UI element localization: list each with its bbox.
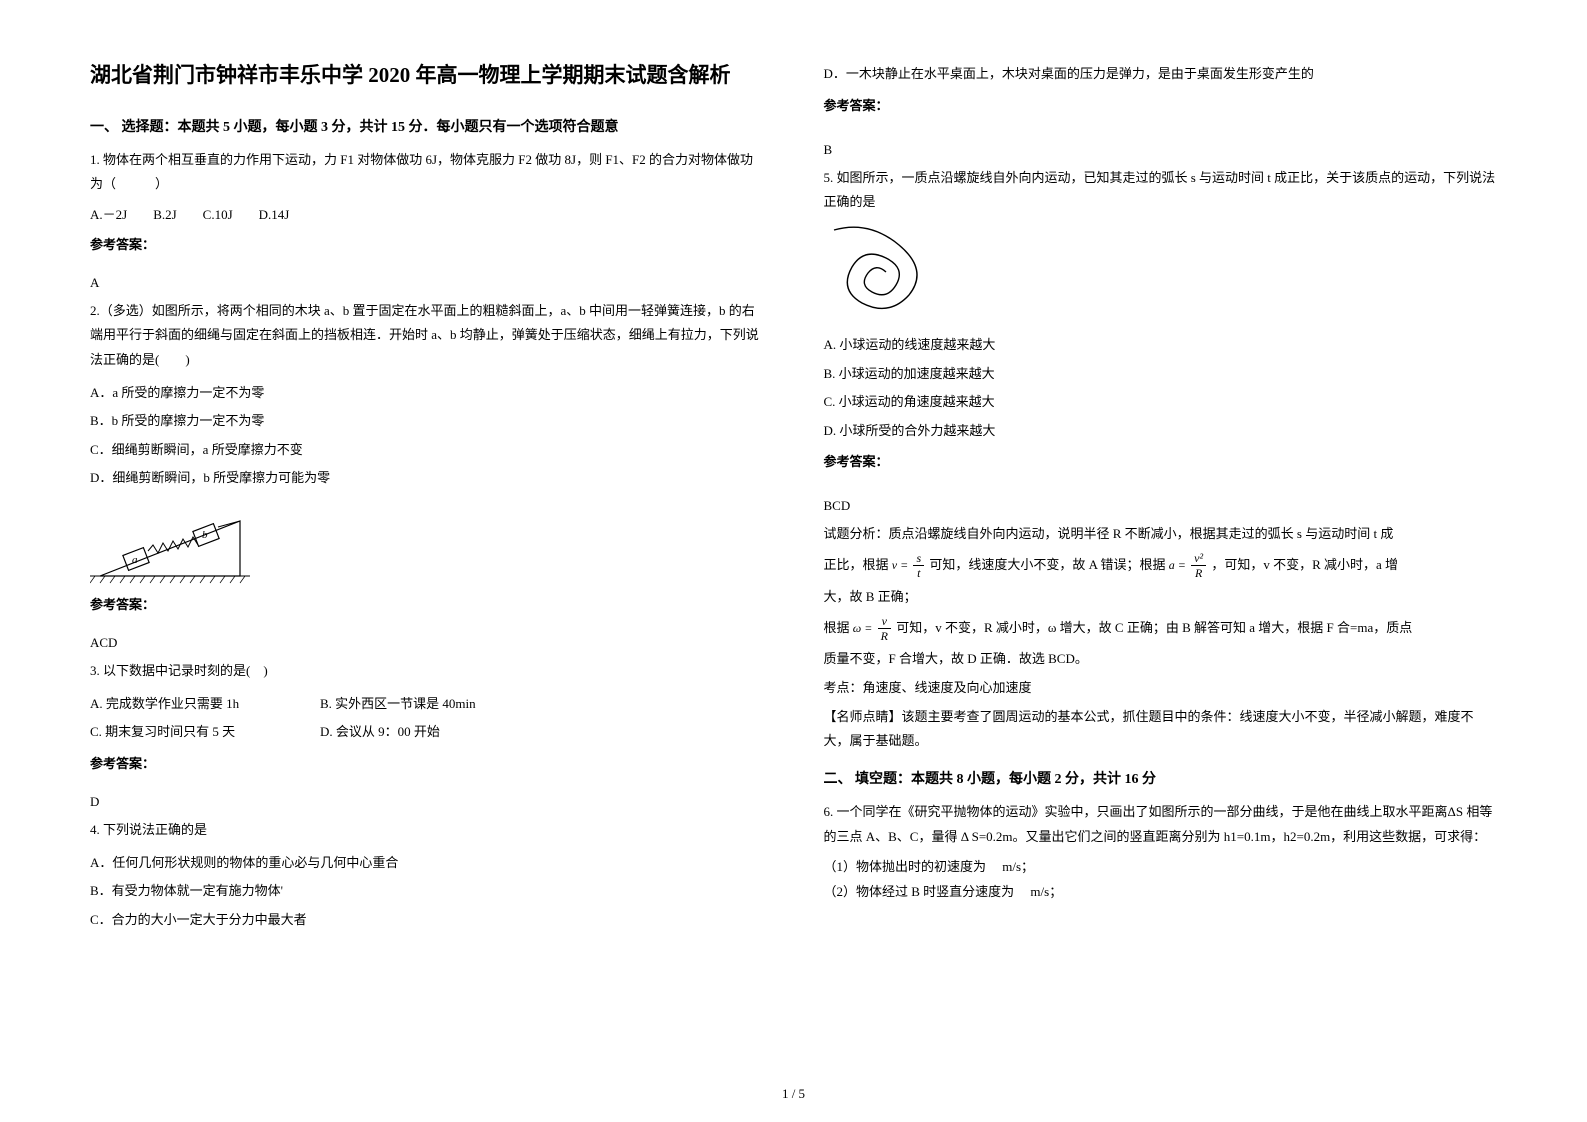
q4-text: 4. 下列说法正确的是 [90,818,764,843]
q3-optD: D. 会议从 9：00 开始 [320,718,440,747]
q3-optC: C. 期末复习时间只有 5 天 [90,718,320,747]
q2-optD: D．细绳剪断瞬间，b 所受摩擦力可能为零 [90,464,764,493]
q1-answer: A [90,275,764,291]
q3-answer-label: 参考答案： [90,753,764,772]
q5-analysis-7: 【名师点睛】该题主要考查了圆周运动的基本公式，抓住题目中的条件：线速度大小不变，… [824,705,1498,754]
q3-optB: B. 实外西区一节课是 40min [320,690,476,719]
q5-analysis-1: 试题分析：质点沿螺旋线自外向内运动，说明半径 R 不断减小，根据其走过的弧长 s… [824,522,1498,547]
page-number: 1 / 5 [782,1086,805,1102]
spiral-diagram [824,225,934,315]
q5-text: 5. 如图所示，一质点沿螺旋线自外向内运动，已知其走过的弧长 s 与运动时间 t… [824,166,1498,215]
q2-answer-label: 参考答案： [90,594,764,613]
formula-t: t [913,566,924,580]
q5-optB: B. 小球运动的加速度越来越大 [824,360,1498,389]
q5-analysis-6: 考点：角速度、线速度及向心加速度 [824,676,1498,701]
formula-v-eq: v = [892,558,908,572]
q5-answer: BCD [824,498,1498,514]
formula-s: s [913,551,924,566]
formula-R2: R [878,629,891,643]
q3-optA: A. 完成数学作业只需要 1h [90,690,320,719]
q3-answer: D [90,794,764,810]
q2-text: 2.（多选）如图所示，将两个相同的木块 a、b 置于固定在水平面上的粗糙斜面上，… [90,299,764,373]
section-2-header: 二、 填空题：本题共 8 小题，每小题 2 分，共计 16 分 [824,768,1498,788]
formula-v: v [878,614,891,629]
formula-a-eq: a = [1169,558,1186,572]
formula-R: R [1191,566,1206,580]
q5-analysis-2b: 可知，线速度大小不变，故 A 错误；根据 [929,557,1165,572]
q6-text: 6. 一个同学在《研究平抛物体的运动》实验中，只画出了如图所示的一部分曲线，于是… [824,800,1498,849]
section-1-header: 一、 选择题：本题共 5 小题，每小题 3 分，共计 15 分．每小题只有一个选… [90,116,764,136]
q4-optD: D．一木块静止在水平桌面上，木块对桌面的压力是弹力，是由于桌面发生形变产生的 [824,60,1498,89]
q6-sub2: （2）物体经过 B 时竖直分速度为 m/s； [824,880,1498,905]
q5-analysis-4b: 可知，v 不变，R 减小时，ω 增大，故 C 正确；由 B 解答可知 a 增大，… [896,619,1412,634]
q4-optC: C．合力的大小一定大于分力中最大者 [90,906,764,935]
formula-w-eq: ω = [853,620,873,634]
q6-sub1: （1）物体抛出时的初速度为 m/s； [824,855,1498,880]
q5-analysis-4a: 根据 [824,619,850,634]
q2-optB: B．b 所受的摩擦力一定不为零 [90,407,764,436]
q5-analysis-4: 根据 ω = v R 可知，v 不变，R 减小时，ω 增大，故 C 正确；由 B… [824,614,1498,644]
q2-answer: ACD [90,635,764,651]
q4-optA: A．任何几何形状规则的物体的重心必与几何中心重合 [90,849,764,878]
q1-options: A.－2J B.2J C.10J D.14J [90,203,764,228]
q5-analysis-2c: ，可知，v 不变，R 减小时，a 增 [1211,557,1398,572]
q5-analysis-2a: 正比，根据 [824,557,889,572]
q2-optC: C．细绳剪断瞬间，a 所受摩擦力不变 [90,436,764,465]
q5-optC: C. 小球运动的角速度越来越大 [824,388,1498,417]
q5-analysis-3: 大，故 B 正确； [824,585,1498,610]
q1-answer-label: 参考答案： [90,234,764,253]
q5-analysis-5: 质量不变，F 合增大，故 D 正确．故选 BCD。 [824,647,1498,672]
incline-diagram: a b [90,501,260,586]
q4-answer-label: 参考答案： [824,95,1498,114]
svg-text:b: b [202,529,208,541]
svg-text:a: a [132,554,138,566]
document-title: 湖北省荆门市钟祥市丰乐中学 2020 年高一物理上学期期末试题含解析 [90,60,764,92]
q4-optB: B．有受力物体就一定有施力物体' [90,877,764,906]
q5-optD: D. 小球所受的合外力越来越大 [824,417,1498,446]
q3-text: 3. 以下数据中记录时刻的是( ) [90,659,764,684]
q4-answer: B [824,142,1498,158]
q5-optA: A. 小球运动的线速度越来越大 [824,331,1498,360]
q5-answer-label: 参考答案： [824,451,1498,470]
q5-analysis-2: 正比，根据 v = s t 可知，线速度大小不变，故 A 错误；根据 a = v… [824,551,1498,581]
q1-text: 1. 物体在两个相互垂直的力作用下运动，力 F1 对物体做功 6J，物体克服力 … [90,148,764,197]
q2-optA: A．a 所受的摩擦力一定不为零 [90,379,764,408]
formula-v2: v² [1191,551,1206,566]
